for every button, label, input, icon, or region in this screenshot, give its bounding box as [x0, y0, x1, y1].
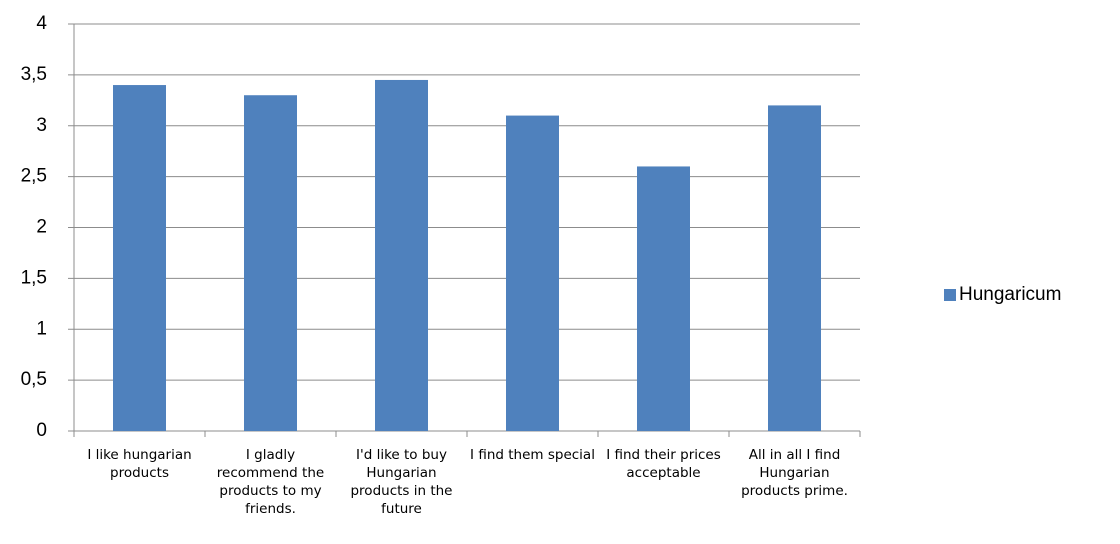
x-tick-label: I find their prices acceptable: [606, 447, 721, 481]
y-tick-label: 3,5: [21, 64, 47, 85]
y-tick-label: 0,5: [21, 369, 47, 390]
bar: [768, 105, 821, 432]
y-tick-label: 3: [36, 115, 47, 136]
y-tick-label: 2: [36, 217, 47, 238]
y-tick-label: 4: [36, 13, 47, 34]
y-tick-label: 0: [36, 420, 47, 441]
y-tick-label: 1: [36, 318, 47, 339]
x-tick-label: I find them special: [470, 447, 595, 463]
bar: [113, 85, 166, 432]
x-tick-label: I gladly recommend the products to my fr…: [216, 447, 325, 517]
bar: [244, 95, 297, 431]
bar: [375, 79, 428, 432]
legend-swatch: [944, 289, 956, 301]
y-tick-label: 1,5: [21, 267, 47, 288]
legend-label: Hungaricum: [959, 284, 1061, 305]
y-tick-label: 2,5: [21, 166, 47, 187]
x-tick-label: I like hungarian products: [87, 447, 192, 481]
bar: [637, 166, 690, 431]
x-tick-label: All in all I find Hungarian products pri…: [741, 447, 848, 499]
x-tick-label: I'd like to buy Hungarian products in th…: [350, 447, 453, 517]
bar: [506, 115, 559, 431]
